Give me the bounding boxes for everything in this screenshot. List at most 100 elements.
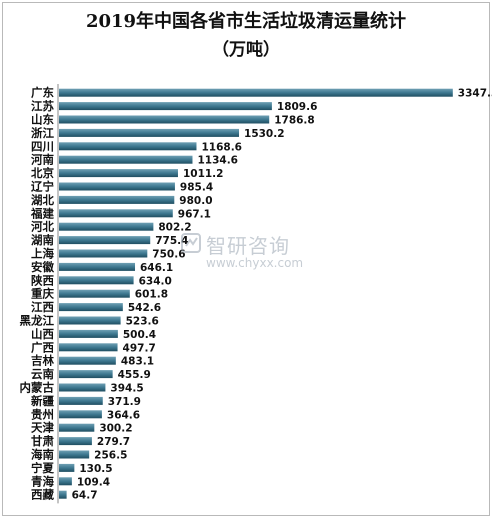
value-label: 985.4 [180, 182, 213, 194]
category-label: 江西 [31, 300, 54, 314]
category-label: 陕西 [31, 273, 54, 287]
category-label: 湖南 [31, 233, 54, 247]
bar [59, 195, 175, 204]
category-label: 山东 [31, 113, 54, 127]
chart-title-line1: 2019年中国各省市生活垃圾清运量统计 [85, 11, 407, 32]
category-label: 宁夏 [31, 461, 54, 475]
value-label: 601.8 [135, 289, 168, 301]
category-label: 江苏 [31, 99, 54, 113]
category-label: 黑龙江 [20, 314, 55, 328]
category-label: 辽宁 [31, 180, 54, 194]
category-label: 安徽 [31, 260, 54, 274]
category-label: 四川 [31, 139, 54, 153]
category-label: 河北 [31, 220, 54, 234]
bar [59, 182, 175, 191]
bar [59, 410, 102, 419]
bar [59, 209, 173, 218]
chart-title: 2019年中国各省市生活垃圾清运量统计 （万吨） [0, 10, 492, 62]
value-label: 455.9 [118, 369, 151, 381]
bar [59, 128, 240, 137]
category-label: 广西 [31, 340, 54, 354]
bar [59, 450, 90, 459]
category-label: 山西 [31, 327, 54, 341]
bar [59, 262, 136, 271]
bar [59, 370, 113, 379]
bar [59, 437, 92, 446]
category-label: 云南 [31, 367, 54, 381]
bar [59, 463, 75, 472]
value-label: 775.4 [155, 235, 188, 247]
bar [59, 169, 178, 178]
bar [59, 115, 270, 124]
category-label: 湖北 [31, 193, 54, 207]
category-label: 重庆 [31, 287, 54, 301]
watermark: 智研咨询 www.chyxx.com [180, 230, 330, 276]
category-label: 浙江 [31, 126, 54, 140]
bar [59, 142, 197, 151]
value-label: 300.2 [99, 423, 132, 435]
bar [59, 356, 116, 365]
value-label: 1530.2 [244, 128, 285, 140]
bar [59, 236, 151, 245]
category-label: 甘肃 [31, 434, 54, 448]
value-label: 371.9 [108, 396, 141, 408]
bar [59, 316, 121, 325]
value-label: 64.7 [72, 490, 98, 502]
category-label: 福建 [30, 206, 54, 220]
bar [59, 289, 130, 298]
category-label: 河南 [31, 153, 54, 167]
bar [59, 343, 118, 352]
value-label: 279.7 [97, 436, 130, 448]
value-label: 1786.8 [274, 115, 315, 127]
category-label: 贵州 [31, 407, 54, 421]
category-label: 新疆 [31, 394, 54, 408]
value-label: 523.6 [126, 316, 159, 328]
brand-logo-icon [181, 233, 201, 253]
bar [59, 396, 103, 405]
value-label: 646.1 [140, 262, 173, 274]
value-label: 750.6 [152, 249, 185, 261]
value-label: 1134.6 [197, 155, 238, 167]
category-label: 上海 [31, 247, 54, 261]
chart-title-line2: （万吨） [212, 40, 280, 60]
bar [59, 383, 106, 392]
category-label: 西藏 [31, 488, 54, 502]
value-label: 130.5 [79, 463, 112, 475]
value-label: 634.0 [139, 275, 172, 287]
category-label: 吉林 [31, 354, 54, 368]
value-label: 980.0 [179, 195, 212, 207]
bars-group: 广东 3347.3 江苏 1809.6 山东 1786.8 浙江 1530.2 四川 1168.6… [20, 84, 492, 504]
bar [59, 329, 118, 338]
watermark-url: www.chyxx.com [206, 256, 304, 270]
bar [59, 88, 453, 97]
value-label: 500.4 [123, 329, 156, 341]
category-label: 青海 [31, 474, 54, 488]
category-label: 广东 [31, 86, 54, 100]
bar [59, 102, 272, 111]
value-label: 1809.6 [277, 101, 318, 113]
category-label: 天津 [31, 421, 54, 435]
value-label: 802.2 [158, 222, 191, 234]
category-label: 内蒙古 [20, 381, 55, 395]
bar [59, 155, 193, 164]
value-label: 3347.3 [458, 88, 492, 100]
bar [59, 276, 134, 285]
value-label: 109.4 [77, 476, 110, 488]
value-label: 1011.2 [183, 168, 224, 180]
watermark-brand: 智研咨询 [206, 234, 290, 258]
value-label: 256.5 [94, 450, 127, 462]
bar [59, 423, 95, 432]
value-label: 1168.6 [201, 141, 242, 153]
category-label: 海南 [31, 448, 54, 462]
bar [59, 222, 154, 231]
value-label: 967.1 [178, 208, 211, 220]
value-label: 497.7 [123, 342, 156, 354]
value-label: 542.6 [128, 302, 161, 314]
bar [59, 303, 123, 312]
value-label: 394.5 [110, 383, 143, 395]
category-label: 北京 [31, 166, 54, 180]
bar [59, 490, 67, 499]
value-label: 483.1 [121, 356, 154, 368]
bar [59, 477, 72, 486]
